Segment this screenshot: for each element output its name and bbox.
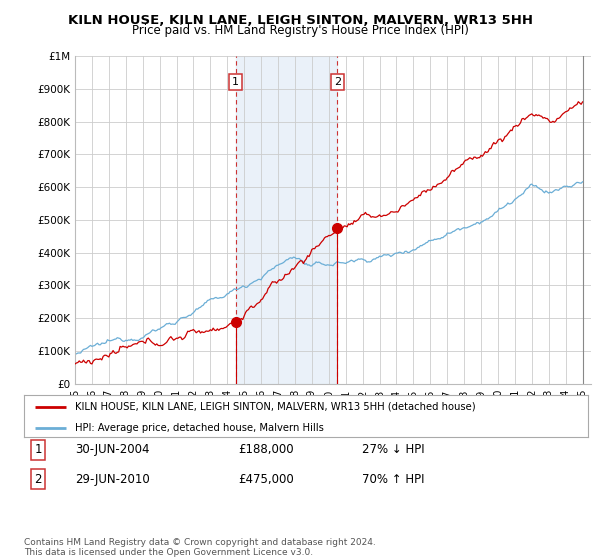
Text: 27% ↓ HPI: 27% ↓ HPI: [362, 443, 425, 456]
Text: Price paid vs. HM Land Registry's House Price Index (HPI): Price paid vs. HM Land Registry's House …: [131, 24, 469, 36]
Text: £188,000: £188,000: [238, 443, 294, 456]
Text: Contains HM Land Registry data © Crown copyright and database right 2024.
This d: Contains HM Land Registry data © Crown c…: [24, 538, 376, 557]
Text: 1: 1: [232, 77, 239, 87]
Text: 70% ↑ HPI: 70% ↑ HPI: [362, 473, 425, 486]
Text: HPI: Average price, detached house, Malvern Hills: HPI: Average price, detached house, Malv…: [75, 423, 323, 432]
Text: 29-JUN-2010: 29-JUN-2010: [75, 473, 149, 486]
Text: KILN HOUSE, KILN LANE, LEIGH SINTON, MALVERN, WR13 5HH (detached house): KILN HOUSE, KILN LANE, LEIGH SINTON, MAL…: [75, 402, 475, 412]
Text: 2: 2: [34, 473, 42, 486]
Text: KILN HOUSE, KILN LANE, LEIGH SINTON, MALVERN, WR13 5HH: KILN HOUSE, KILN LANE, LEIGH SINTON, MAL…: [67, 14, 533, 27]
Bar: [236, 56, 337, 384]
Text: 1: 1: [34, 443, 42, 456]
Text: 2: 2: [334, 77, 341, 87]
Text: 30-JUN-2004: 30-JUN-2004: [75, 443, 149, 456]
Text: £475,000: £475,000: [238, 473, 294, 486]
